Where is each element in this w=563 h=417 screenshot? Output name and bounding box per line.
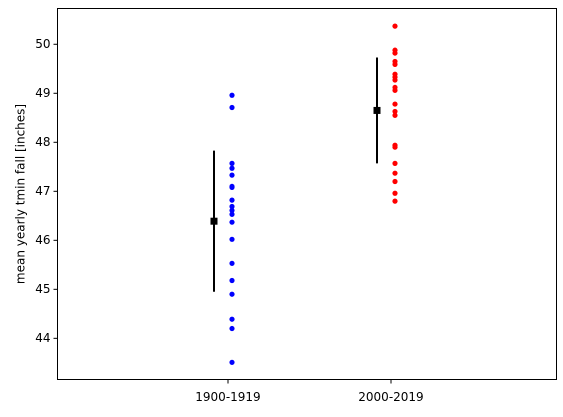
mean-marker (210, 217, 218, 225)
data-point (392, 87, 398, 93)
data-point (229, 277, 235, 284)
data-point (392, 178, 398, 185)
data-point (229, 197, 235, 203)
data-point (392, 77, 398, 83)
y-tick-label: 46 (35, 233, 50, 247)
y-tick-label: 48 (35, 135, 50, 149)
data-point (392, 101, 398, 107)
data-point (229, 260, 235, 266)
data-point (392, 198, 398, 204)
mean-marker (373, 106, 381, 114)
data-point (229, 92, 235, 98)
data-point (229, 172, 235, 178)
data-point (392, 50, 398, 56)
data-point (392, 144, 398, 150)
data-point (229, 325, 235, 332)
data-point (229, 316, 235, 322)
data-point (392, 23, 398, 29)
data-point (229, 236, 235, 242)
y-axis-label: mean yearly tmin fall [inches] (14, 104, 28, 284)
x-tick-label: 2000-2019 (358, 390, 423, 404)
data-point (229, 291, 235, 297)
data-point (392, 170, 398, 176)
data-point (392, 190, 398, 196)
data-point (229, 165, 235, 171)
y-tick-label: 45 (35, 282, 50, 296)
data-point (229, 203, 235, 210)
x-tick-label: 1900-1919 (195, 390, 260, 404)
data-point (392, 61, 398, 67)
data-point (229, 184, 235, 190)
data-point (392, 160, 398, 166)
data-point (392, 108, 398, 115)
axes-frame (57, 8, 557, 380)
data-point (229, 219, 235, 225)
data-point (229, 359, 235, 365)
data-point (392, 112, 398, 118)
y-tick-label: 50 (35, 37, 50, 51)
data-point (229, 104, 235, 111)
y-tick-label: 44 (35, 331, 50, 345)
data-point (229, 207, 235, 214)
data-point (229, 211, 235, 217)
y-tick-label: 49 (35, 86, 50, 100)
data-point (229, 160, 235, 166)
y-tick-label: 47 (35, 184, 50, 198)
